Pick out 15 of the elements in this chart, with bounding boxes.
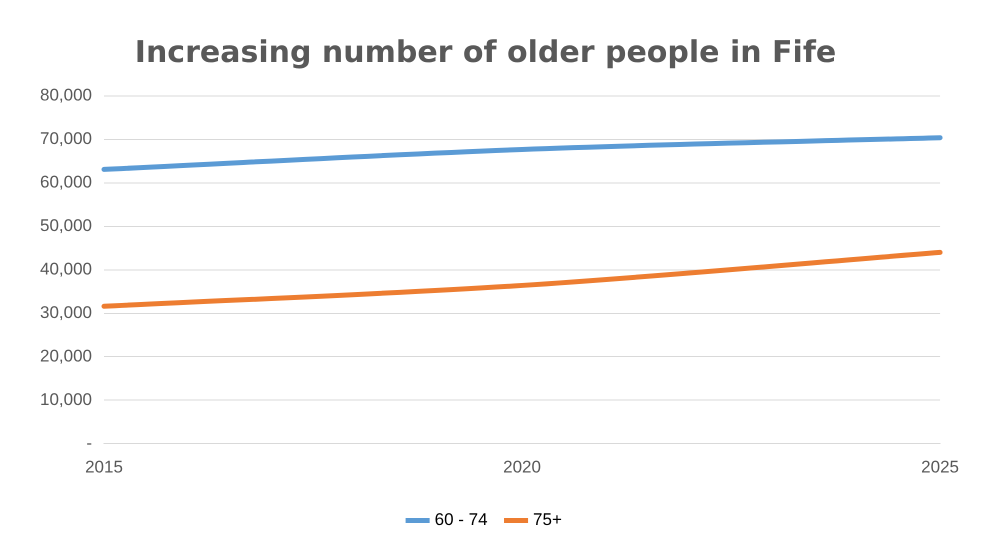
chart-title: Increasing number of older people in Fife [134,34,836,70]
y-tick-label: 60,000 [40,172,92,192]
x-tick-label: 2015 [85,457,123,476]
y-tick-label: 40,000 [40,259,92,278]
y-tick-label: 70,000 [40,129,92,148]
y-tick-label: 20,000 [40,346,92,366]
y-tick-label: 10,000 [40,390,92,409]
legend-label: 60 - 74 [434,510,488,530]
y-tick-label: 80,000 [40,86,92,105]
y-tick-label: 30,000 [40,302,92,322]
y-tick-label: - [86,433,92,452]
x-tick-label: 2020 [503,457,541,476]
legend-label: 75+ [533,510,562,530]
y-tick-label: 50,000 [40,216,92,236]
x-tick-label: 2025 [921,457,960,476]
